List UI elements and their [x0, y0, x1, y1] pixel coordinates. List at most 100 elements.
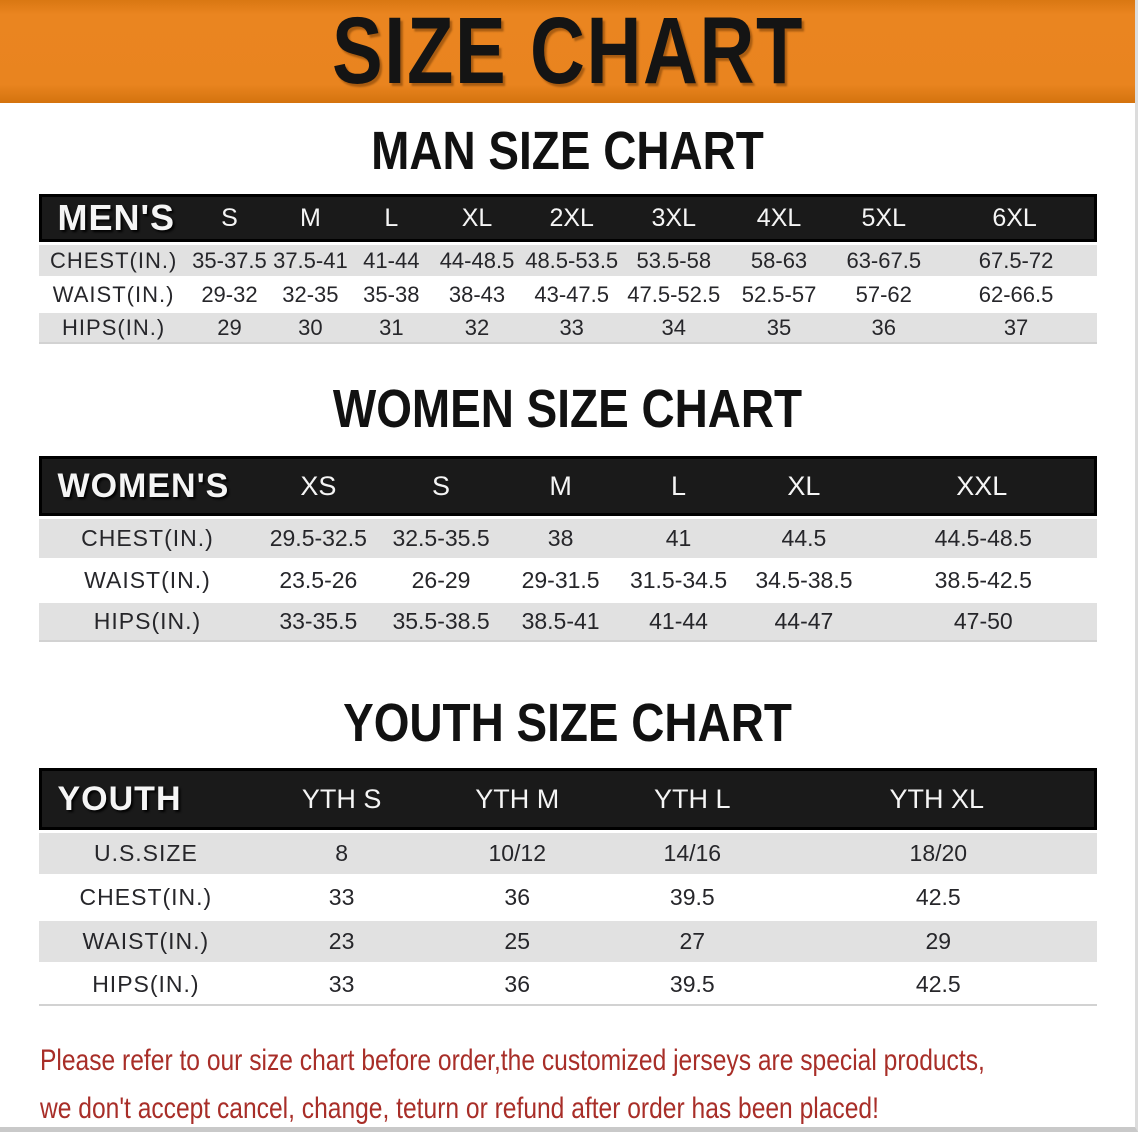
size-value-cell: 39.5 — [604, 877, 781, 918]
size-value-cell: 39.5 — [604, 965, 781, 1006]
size-value-cell: 44-47 — [737, 603, 871, 642]
size-value-cell: 44.5-48.5 — [870, 519, 1097, 558]
size-column-header: 6XL — [935, 194, 1097, 242]
size-column-header: YTH M — [429, 768, 605, 830]
size-value-cell: 35-37.5 — [188, 245, 271, 276]
size-value-cell: 44-48.5 — [432, 245, 522, 276]
table-row: CHEST(IN.) 29.5-32.5 32.5-35.5 38 41 44.5 44.5… — [38, 519, 1097, 558]
table-header-row: WOMEN'S XS S M L XL XXL — [38, 456, 1097, 516]
size-value-cell: 26-29 — [380, 561, 502, 600]
measure-label: WAIST(IN.) — [38, 921, 254, 962]
section-women: WOMEN SIZE CHART WOMEN'S XS S M L XL XXL CHEST(… — [0, 381, 1135, 645]
table-row: HIPS(IN.) 29 30 31 32 33 34 35 36 37 — [38, 313, 1097, 344]
size-column-header: L — [619, 456, 738, 516]
disclaimer-line-2: we don't accept cancel, change, teturn o… — [40, 1092, 879, 1125]
size-value-cell: 47-50 — [870, 603, 1097, 642]
table-row: WAIST(IN.) 23 25 27 29 — [38, 921, 1097, 962]
youth-size-table: YOUTH YTH S YTH M YTH L YTH XL U.S.SIZE 8 10/12… — [38, 765, 1097, 1009]
table-header-row: MEN'S S M L XL 2XL 3XL 4XL 5XL 6XL — [38, 194, 1097, 242]
measure-label: HIPS(IN.) — [38, 965, 254, 1006]
size-value-cell: 18/20 — [780, 833, 1097, 874]
size-column-header: 2XL — [521, 194, 622, 242]
measure-label: WAIST(IN.) — [38, 279, 189, 310]
size-value-cell: 42.5 — [780, 965, 1097, 1006]
measure-label: HIPS(IN.) — [38, 313, 189, 344]
size-value-cell: 36 — [429, 965, 605, 1006]
size-value-cell: 41-44 — [619, 603, 738, 642]
size-value-cell: 57-62 — [831, 279, 936, 310]
table-row: WAIST(IN.) 23.5-26 26-29 29-31.5 31.5-34.5 34… — [38, 561, 1097, 600]
size-value-cell: 37 — [935, 313, 1097, 344]
size-value-cell: 32.5-35.5 — [380, 519, 502, 558]
size-value-cell: 42.5 — [780, 877, 1097, 918]
table-group-label: WOMEN'S — [38, 456, 257, 516]
size-value-cell: 67.5-72 — [935, 245, 1097, 276]
size-value-cell: 52.5-57 — [726, 279, 832, 310]
size-value-cell: 41 — [619, 519, 738, 558]
size-column-header: XL — [737, 456, 871, 516]
size-column-header: 5XL — [831, 194, 936, 242]
size-value-cell: 33 — [521, 313, 622, 344]
women-size-table: WOMEN'S XS S M L XL XXL CHEST(IN.) 29.5-32.5 32.5… — [38, 453, 1097, 645]
men-section-heading: MAN SIZE CHART — [371, 121, 764, 181]
youth-section-heading: YOUTH SIZE CHART — [343, 693, 792, 753]
size-value-cell: 10/12 — [429, 833, 605, 874]
size-value-cell: 41-44 — [350, 245, 433, 276]
measure-label: U.S.SIZE — [38, 833, 254, 874]
size-value-cell: 62-66.5 — [935, 279, 1097, 310]
size-column-header: M — [270, 194, 351, 242]
size-value-cell: 47.5-52.5 — [621, 279, 727, 310]
size-value-cell: 31.5-34.5 — [619, 561, 738, 600]
measure-label: HIPS(IN.) — [38, 603, 257, 642]
size-value-cell: 63-67.5 — [831, 245, 936, 276]
size-column-header: S — [188, 194, 271, 242]
size-value-cell: 23 — [253, 921, 430, 962]
table-group-label: YOUTH — [38, 768, 254, 830]
table-group-label: MEN'S — [38, 194, 189, 242]
disclaimer-line-1: Please refer to our size chart before or… — [40, 1044, 985, 1077]
size-value-cell: 29 — [188, 313, 271, 344]
page-title: SIZE CHART — [331, 0, 804, 104]
men-size-table: MEN'S S M L XL 2XL 3XL 4XL 5XL 6XL CHEST(IN.) 35-37… — [38, 191, 1097, 347]
size-column-header: XXL — [870, 456, 1097, 516]
table-row: CHEST(IN.) 35-37.5 37.5-41 41-44 44-48.5 48.5… — [38, 245, 1097, 276]
size-column-header: M — [501, 456, 620, 516]
measure-label: CHEST(IN.) — [38, 877, 254, 918]
size-column-header: XL — [432, 194, 522, 242]
table-row: HIPS(IN.) 33-35.5 35.5-38.5 38.5-41 41-44 44-… — [38, 603, 1097, 642]
size-value-cell: 29-31.5 — [501, 561, 620, 600]
banner: SIZE CHART — [0, 0, 1135, 103]
table-row: WAIST(IN.) 29-32 32-35 35-38 38-43 43-47.5 47.… — [38, 279, 1097, 310]
size-value-cell: 58-63 — [726, 245, 832, 276]
size-value-cell: 48.5-53.5 — [521, 245, 622, 276]
size-value-cell: 33 — [253, 877, 430, 918]
size-value-cell: 38.5-42.5 — [870, 561, 1097, 600]
size-value-cell: 53.5-58 — [621, 245, 727, 276]
size-value-cell: 36 — [831, 313, 936, 344]
size-value-cell: 29 — [780, 921, 1097, 962]
size-value-cell: 8 — [253, 833, 430, 874]
measure-label: WAIST(IN.) — [38, 561, 257, 600]
size-value-cell: 35.5-38.5 — [380, 603, 502, 642]
disclaimer: Please refer to our size chart before or… — [40, 1037, 1135, 1127]
section-youth: YOUTH SIZE CHART YOUTH YTH S YTH M YTH L YTH… — [0, 695, 1135, 1009]
size-value-cell: 29-32 — [188, 279, 271, 310]
size-value-cell: 43-47.5 — [521, 279, 622, 310]
size-value-cell: 33 — [253, 965, 430, 1006]
size-column-header: XS — [256, 456, 381, 516]
size-column-header: 3XL — [621, 194, 727, 242]
measure-label: CHEST(IN.) — [38, 245, 189, 276]
measure-label: CHEST(IN.) — [38, 519, 257, 558]
table-row: CHEST(IN.) 33 36 39.5 42.5 — [38, 877, 1097, 918]
size-value-cell: 29.5-32.5 — [256, 519, 381, 558]
size-column-header: L — [350, 194, 433, 242]
size-value-cell: 35-38 — [350, 279, 433, 310]
size-value-cell: 33-35.5 — [256, 603, 381, 642]
size-column-header: YTH S — [253, 768, 430, 830]
size-value-cell: 25 — [429, 921, 605, 962]
size-value-cell: 27 — [604, 921, 781, 962]
size-value-cell: 38-43 — [432, 279, 522, 310]
size-value-cell: 30 — [270, 313, 351, 344]
size-column-header: S — [380, 456, 502, 516]
